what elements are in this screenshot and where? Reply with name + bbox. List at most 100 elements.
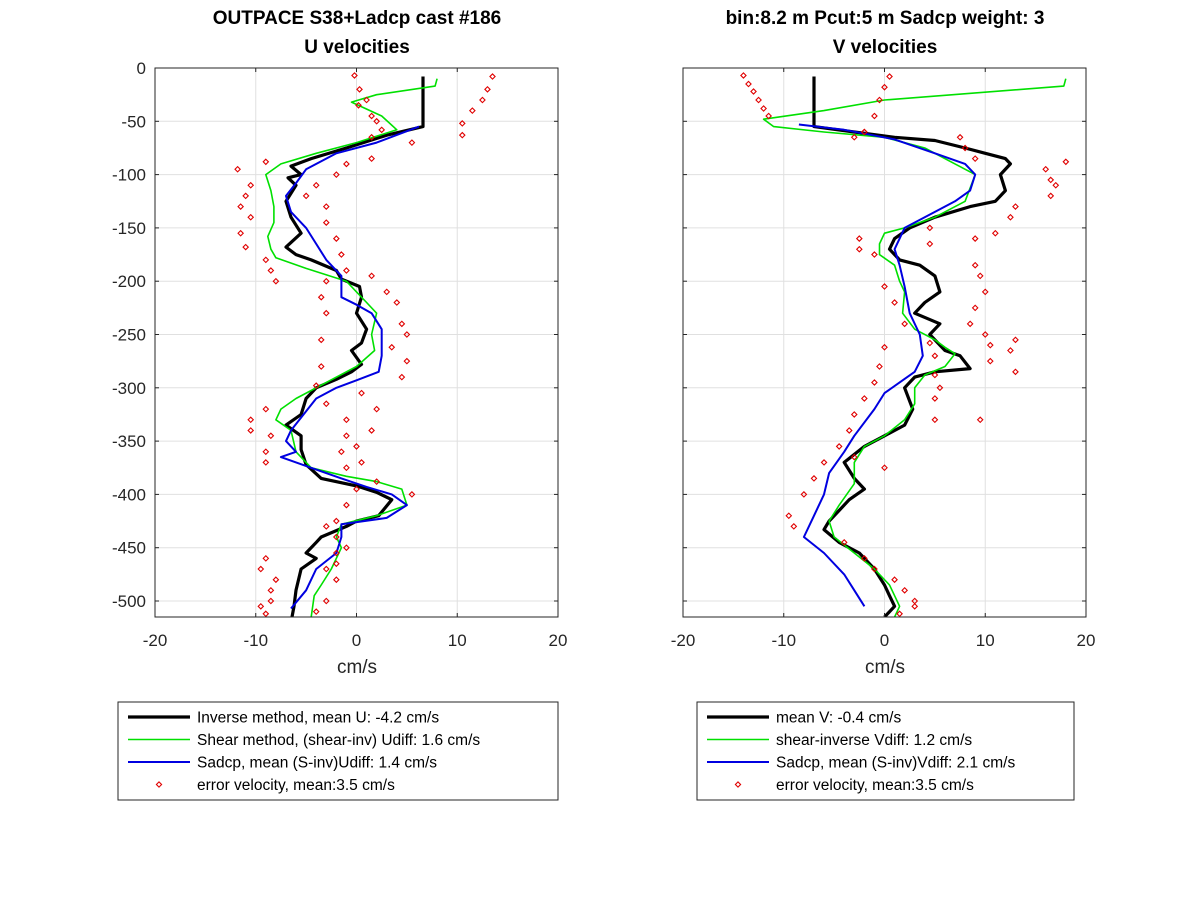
u-sadcp-line — [279, 125, 420, 610]
u-error-marker-85 — [322, 565, 330, 573]
u-error-marker-70 — [403, 331, 411, 338]
u-ytick-label-4: -200 — [112, 272, 146, 291]
u-error-marker-49 — [242, 243, 250, 251]
u-error-marker-13 — [302, 192, 310, 200]
v-error-marker-57 — [860, 554, 868, 562]
v-error-marker-50 — [835, 443, 843, 450]
u-error-marker-15 — [322, 219, 330, 226]
v-error-marker-28 — [855, 245, 863, 253]
v-error-marker-33 — [971, 304, 979, 312]
v-legend-label-0: mean V: -0.4 cm/s — [776, 710, 901, 727]
v-error-marker-45 — [876, 363, 883, 370]
u-error-marker-32 — [353, 485, 360, 493]
v-legend-swatch-3 — [734, 781, 742, 788]
u-panel-subtitle: U velocities — [304, 37, 410, 58]
u-error-marker-34 — [332, 517, 340, 525]
v-error-marker-60 — [901, 586, 909, 594]
u-error-marker-63 — [267, 597, 275, 605]
v-error-marker-67 — [931, 371, 939, 379]
v-error-marker-55 — [790, 523, 798, 530]
u-error-marker-57 — [262, 448, 270, 456]
u-ytick-label-3: -150 — [112, 219, 146, 238]
u-error-marker-53 — [262, 405, 270, 413]
v-error-marker-20 — [1062, 158, 1070, 166]
u-xtick-label-3: 10 — [448, 631, 467, 650]
v-error-marker-16 — [1042, 165, 1050, 173]
v-error-marker-2 — [750, 88, 757, 95]
u-ytick-label-8: -400 — [112, 485, 146, 504]
u-error-marker-40 — [322, 597, 330, 605]
u-error-marker-86 — [332, 549, 340, 557]
u-error-marker-44 — [247, 181, 255, 189]
v-error-marker-53 — [800, 491, 808, 498]
u-error-marker-80 — [484, 85, 491, 93]
u-ytick-label-9: -450 — [112, 539, 146, 558]
u-error-marker-37 — [343, 544, 350, 552]
v-error-marker-12 — [850, 133, 858, 141]
u-xtick-label-0: -20 — [143, 631, 168, 650]
u-error-marker-35 — [322, 523, 330, 530]
v-error-marker-54 — [785, 512, 793, 520]
v-error-marker-46 — [871, 379, 878, 386]
u-error-marker-0 — [351, 72, 358, 79]
v-error-marker-15 — [971, 155, 979, 162]
u-error-marker-2 — [355, 101, 362, 109]
u-error-marker-16 — [332, 235, 340, 242]
v-error-marker-10 — [871, 112, 878, 120]
u-error-marker-72 — [403, 357, 411, 365]
u-error-marker-79 — [489, 73, 496, 80]
v-error-marker-37 — [1012, 336, 1019, 344]
u-error-marker-11 — [332, 171, 340, 178]
v-error-marker-31 — [976, 272, 984, 280]
v-series-group — [740, 72, 1070, 617]
v-legend-label-2: Sadcp, mean (S-inv)Vdiff: 2.1 cm/s — [776, 755, 1015, 772]
u-legend-label-0: Inverse method, mean U: -4.2 cm/s — [197, 710, 439, 727]
v-error-marker-65 — [931, 395, 939, 402]
u-series-group — [234, 72, 496, 617]
v-error-marker-17 — [1047, 176, 1055, 184]
u-x-axis-label: cm/s — [337, 657, 377, 678]
u-error-marker-20 — [317, 293, 325, 301]
u-velocity-plot: -20 -10 0 10 200-50-100-150-200-250-300-350-… — [112, 59, 567, 650]
u-error-marker-1 — [356, 85, 363, 93]
u-xtick-label-2: 0 — [352, 631, 361, 650]
v-legend-label-1: shear-inverse Vdiff: 1.2 cm/s — [776, 732, 972, 749]
v-error-marker-42 — [891, 299, 898, 306]
u-error-marker-14 — [322, 203, 330, 210]
v-error-marker-49 — [845, 427, 853, 434]
u-error-marker-41 — [312, 608, 320, 616]
v-error-marker-43 — [901, 320, 909, 328]
u-error-marker-56 — [267, 432, 275, 440]
v-error-marker-36 — [986, 341, 994, 349]
v-error-marker-18 — [1047, 192, 1055, 200]
u-error-marker-9 — [368, 155, 375, 162]
u-error-marker-55 — [247, 427, 255, 434]
u-error-marker-30 — [373, 478, 381, 485]
v-error-marker-52 — [810, 475, 818, 482]
v-error-marker-51 — [820, 459, 828, 466]
u-error-marker-45 — [242, 192, 250, 200]
u-error-marker-74 — [358, 389, 365, 397]
u-error-marker-21 — [322, 309, 330, 317]
u-error-marker-84 — [458, 131, 466, 139]
u-error-marker-66 — [368, 272, 375, 280]
u-error-marker-58 — [262, 459, 270, 466]
v-ticks: -20 -10 0 10 20 — [671, 67, 1095, 650]
u-ytick-label-5: -250 — [112, 326, 146, 345]
v-error-marker-24 — [971, 235, 979, 242]
v-error-marker-7 — [886, 73, 893, 80]
v-error-marker-64 — [931, 416, 939, 424]
u-error-velocity-markers — [234, 72, 496, 617]
u-error-marker-28 — [338, 448, 345, 456]
u-error-marker-33 — [343, 501, 350, 509]
v-error-marker-29 — [871, 251, 878, 258]
u-error-marker-5 — [373, 117, 381, 125]
v-error-marker-47 — [860, 395, 868, 402]
v-error-marker-62 — [911, 602, 919, 610]
u-legend-box — [117, 701, 559, 801]
u-error-marker-81 — [479, 96, 486, 104]
v-error-marker-9 — [876, 96, 883, 104]
u-error-marker-59 — [262, 554, 270, 562]
v-error-marker-39 — [986, 357, 994, 365]
